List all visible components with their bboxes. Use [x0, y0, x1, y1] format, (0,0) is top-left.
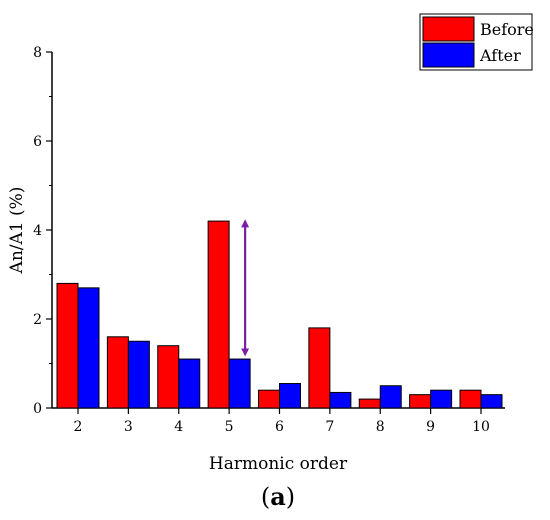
x-axis-title: Harmonic order: [209, 454, 348, 474]
bar-after-2: [77, 287, 100, 409]
y-tick-label: 0: [33, 401, 42, 417]
x-tick-label: 4: [174, 419, 183, 435]
bar-after-6: [279, 383, 301, 409]
x-tick-label: 10: [472, 419, 490, 435]
bar-after-7: [329, 391, 352, 409]
bar-before-3: [106, 336, 129, 409]
y-tick-label: 8: [33, 45, 42, 61]
bar-after-5: [228, 358, 251, 409]
panel-label: (a): [261, 482, 295, 511]
x-tick-label: 5: [225, 419, 234, 435]
panel-label-close: ): [286, 483, 295, 511]
bar-after-3: [127, 340, 150, 409]
bar-before-7: [308, 327, 331, 409]
legend-swatch-before: [422, 16, 475, 42]
bar-before-9: [409, 394, 432, 409]
legend-label-before: Before: [480, 20, 534, 39]
y-tick-label: 2: [33, 312, 42, 328]
y-tick-label: 4: [33, 223, 42, 239]
axes: 0 2 4 6 8 2 3 4 5 6 7 8 9 10: [33, 45, 505, 435]
y-tick-label: 6: [33, 134, 42, 150]
bar-before-10: [459, 389, 482, 409]
x-tick-label: 2: [74, 419, 83, 435]
bar-before-8: [358, 398, 381, 409]
x-tick-label: 3: [124, 419, 133, 435]
panel-label-letter: a: [270, 482, 286, 511]
x-tick-label: 9: [426, 419, 435, 435]
x-tick-label: 6: [275, 419, 284, 435]
bar-after-9: [430, 389, 453, 409]
bar-before-4: [157, 345, 180, 409]
bar-after-4: [178, 358, 201, 409]
bar-before-6: [258, 389, 280, 409]
legend: Before After: [419, 13, 534, 71]
bars: [56, 220, 503, 409]
x-tick-label: 7: [325, 419, 334, 435]
y-axis-title: An/A1 (%): [7, 187, 27, 275]
panel-label-open: (: [261, 483, 270, 511]
bar-after-8: [379, 385, 402, 409]
legend-swatch-after: [422, 42, 475, 68]
bar-before-5: [207, 220, 230, 409]
legend-label-after: After: [479, 46, 521, 65]
bar-after-10: [480, 394, 503, 409]
bar-before-2: [56, 282, 79, 409]
x-tick-label: 8: [376, 419, 385, 435]
